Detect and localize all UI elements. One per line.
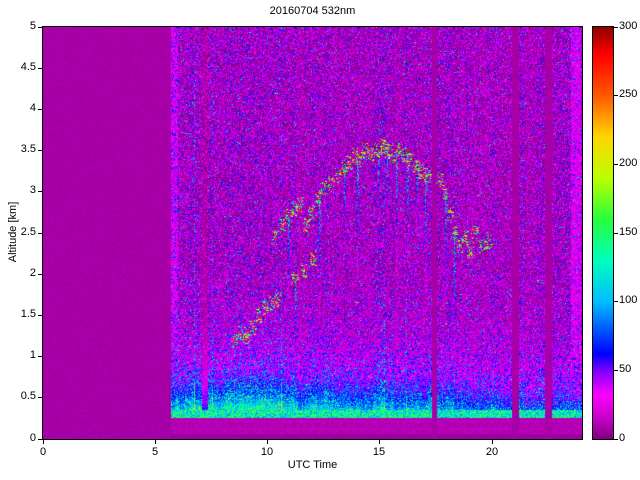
colorbar-tick-label: 250 bbox=[619, 88, 638, 100]
x-tick-mark bbox=[43, 440, 44, 444]
colorbar-tick-label: 50 bbox=[619, 363, 632, 375]
colorbar-tick-label: 200 bbox=[619, 157, 638, 169]
colorbar-tick-label: 150 bbox=[619, 226, 638, 238]
heatmap-canvas bbox=[43, 27, 582, 439]
y-tick-mark bbox=[38, 356, 42, 357]
plot-area bbox=[42, 26, 583, 440]
x-axis-label: UTC Time bbox=[287, 459, 338, 471]
y-tick-label: 3 bbox=[29, 184, 36, 196]
y-tick-mark bbox=[38, 191, 42, 192]
y-tick-label: 2.5 bbox=[20, 226, 36, 238]
x-tick-label: 20 bbox=[485, 446, 499, 458]
y-tick-mark bbox=[38, 27, 42, 28]
colorbar-tick-mark bbox=[614, 164, 618, 165]
y-tick-label: 4 bbox=[29, 102, 36, 114]
x-tick-mark bbox=[379, 440, 380, 444]
y-tick-label: 5 bbox=[29, 20, 36, 32]
y-tick-mark bbox=[38, 68, 42, 69]
colorbar-tick-mark bbox=[614, 439, 618, 440]
y-tick-mark bbox=[38, 315, 42, 316]
y-tick-label: 0.5 bbox=[20, 390, 36, 402]
chart-title: 20160704 532nm bbox=[269, 5, 356, 17]
x-tick-mark bbox=[267, 440, 268, 444]
colorbar-tick-mark bbox=[614, 27, 618, 28]
colorbar-frame bbox=[592, 26, 614, 440]
colorbar-tick-label: 300 bbox=[619, 20, 638, 32]
y-tick-mark bbox=[38, 439, 42, 440]
x-tick-mark bbox=[155, 440, 156, 444]
y-tick-label: 0 bbox=[29, 432, 36, 444]
colorbar-tick-mark bbox=[614, 233, 618, 234]
y-tick-label: 4.5 bbox=[20, 61, 36, 73]
x-tick-label: 10 bbox=[260, 446, 274, 458]
y-tick-label: 1.5 bbox=[20, 308, 36, 320]
y-tick-label: 1 bbox=[29, 349, 36, 361]
x-tick-label: 5 bbox=[151, 446, 159, 458]
y-tick-label: 2 bbox=[29, 267, 36, 279]
y-tick-label: 3.5 bbox=[20, 143, 36, 155]
colorbar-tick-mark bbox=[614, 95, 618, 96]
x-tick-label: 0 bbox=[39, 446, 47, 458]
y-tick-mark bbox=[38, 397, 42, 398]
y-tick-mark bbox=[38, 274, 42, 275]
x-tick-mark bbox=[492, 440, 493, 444]
y-tick-mark bbox=[38, 150, 42, 151]
colorbar-tick-mark bbox=[614, 301, 618, 302]
y-tick-mark bbox=[38, 233, 42, 234]
colorbar-tick-mark bbox=[614, 370, 618, 371]
colorbar-tick-label: 100 bbox=[619, 294, 638, 306]
y-tick-mark bbox=[38, 109, 42, 110]
colorbar-tick-label: 0 bbox=[619, 432, 626, 444]
colorbar-canvas bbox=[593, 27, 613, 439]
x-tick-label: 15 bbox=[372, 446, 386, 458]
